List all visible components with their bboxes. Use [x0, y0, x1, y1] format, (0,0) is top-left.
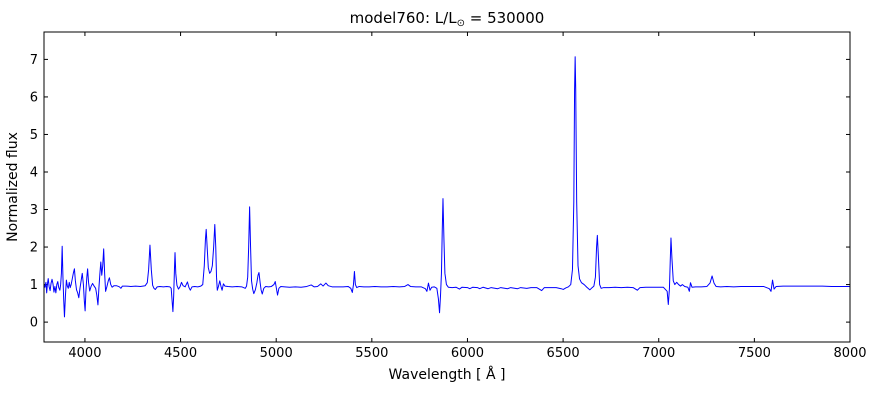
y-tick-label: 3: [30, 203, 38, 218]
plot-area: 4000 4500 5000 5500 6000 6500 7000 7500 8000 0 1 2 3…: [30, 32, 867, 361]
chart-title: model760: L/L⊙ = 530000: [350, 9, 545, 29]
y-tick-label: 2: [30, 241, 38, 256]
x-tick-label: 8000: [833, 346, 866, 361]
x-tick-label: 6000: [451, 346, 484, 361]
x-tick-label: 6500: [547, 346, 580, 361]
y-tick-label: 6: [30, 90, 38, 105]
y-axis-label: Normalized flux: [5, 132, 21, 242]
y-tick-label: 5: [30, 128, 38, 143]
y-tick-label: 0: [30, 316, 38, 331]
x-tick-label: 7000: [642, 346, 675, 361]
x-axis-label: Wavelength [ Å ]: [389, 366, 506, 383]
chart-title-prefix: model760: L/L: [350, 9, 458, 27]
y-tick-label: 1: [30, 278, 38, 293]
x-tick-label: 5500: [355, 346, 388, 361]
y-tick-label: 4: [30, 165, 38, 180]
chart-title-suffix: = 530000: [465, 9, 544, 27]
sun-symbol: ⊙: [457, 18, 465, 29]
x-tick-label: 4500: [164, 346, 197, 361]
plot-frame: [43, 31, 851, 343]
x-tick-label: 5000: [260, 346, 293, 361]
x-tick-label: 4000: [68, 346, 101, 361]
x-tick-label: 7500: [738, 346, 771, 361]
y-tick-label: 7: [30, 53, 38, 68]
spectrum-line: [43, 56, 850, 318]
